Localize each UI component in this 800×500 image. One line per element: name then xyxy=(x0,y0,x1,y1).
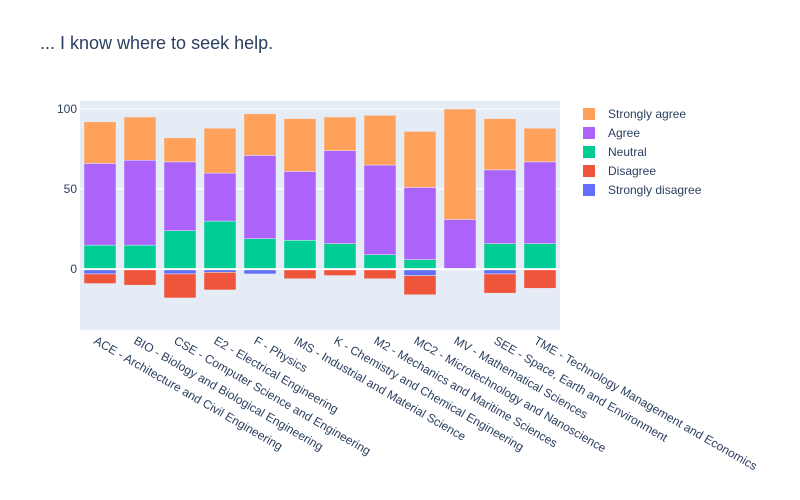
legend-item[interactable]: Neutral xyxy=(583,145,647,159)
bar-segment[interactable] xyxy=(443,108,477,220)
bar-segment[interactable] xyxy=(483,169,517,244)
plot-background xyxy=(80,101,560,330)
legend-swatch xyxy=(583,165,595,177)
bar-segment[interactable] xyxy=(483,118,517,171)
legend-item[interactable]: Disagree xyxy=(583,164,656,178)
bar-segment[interactable] xyxy=(83,244,117,270)
bar-segment[interactable] xyxy=(123,116,157,161)
bar-segment[interactable] xyxy=(363,254,397,270)
bar-segment[interactable] xyxy=(83,163,117,246)
bar-segment[interactable] xyxy=(523,127,557,163)
bar-segment[interactable] xyxy=(323,243,357,270)
legend-label: Disagree xyxy=(608,164,656,178)
bar-segment[interactable] xyxy=(123,268,157,286)
bar-segment[interactable] xyxy=(203,272,237,291)
bar-segment[interactable] xyxy=(203,127,237,174)
bar-segment[interactable] xyxy=(163,273,197,299)
bar-segment[interactable] xyxy=(163,137,197,163)
bar-segment[interactable] xyxy=(323,150,357,244)
bar-segment[interactable] xyxy=(203,220,237,270)
legend-swatch xyxy=(583,108,595,120)
legend-label: Strongly agree xyxy=(608,107,686,121)
bar-segment[interactable] xyxy=(523,243,557,270)
y-tick-layer: 0 50 100 xyxy=(57,102,77,276)
bar-segment[interactable] xyxy=(483,243,517,270)
legend-label: Agree xyxy=(608,126,640,140)
bar-segment[interactable] xyxy=(403,187,437,260)
y-tick-label: 0 xyxy=(70,262,77,276)
legend-swatch xyxy=(583,127,595,139)
bars-layer xyxy=(83,108,557,299)
bar-segment[interactable] xyxy=(283,118,317,172)
bar-segment[interactable] xyxy=(403,131,437,188)
y-tick-label: 50 xyxy=(64,182,78,196)
legend-swatch xyxy=(583,184,595,196)
legend-item[interactable]: Strongly agree xyxy=(583,107,686,121)
bar-segment[interactable] xyxy=(523,161,557,244)
bar-segment[interactable] xyxy=(323,116,357,151)
grid-layer xyxy=(80,108,560,190)
x-tick-layer: ACE - Architecture and Civil Engineering… xyxy=(92,333,760,473)
legend-item[interactable]: Agree xyxy=(583,126,640,140)
y-tick-label: 100 xyxy=(57,102,77,116)
chart-title: ... I know where to seek help. xyxy=(40,33,274,53)
bar-segment[interactable] xyxy=(403,259,437,270)
bar-segment[interactable] xyxy=(363,268,397,280)
bar-segment[interactable] xyxy=(123,244,157,270)
legend-label: Strongly disagree xyxy=(608,183,702,197)
bar-segment[interactable] xyxy=(283,240,317,270)
legend[interactable]: Strongly agree Agree Neutral Disagree Strong… xyxy=(583,107,702,197)
bar-segment[interactable] xyxy=(163,161,197,231)
bar-segment[interactable] xyxy=(83,273,117,284)
bar-segment[interactable] xyxy=(283,171,317,241)
bar-segment[interactable] xyxy=(243,113,277,156)
bar-segment[interactable] xyxy=(203,172,237,222)
bar-segment[interactable] xyxy=(483,273,517,294)
bar-segment[interactable] xyxy=(363,164,397,255)
bar-segment[interactable] xyxy=(163,230,197,270)
legend-label: Neutral xyxy=(608,145,647,159)
bar-segment[interactable] xyxy=(123,160,157,246)
bar-segment[interactable] xyxy=(243,155,277,239)
bar-segment[interactable] xyxy=(83,121,117,164)
bar-segment[interactable] xyxy=(523,268,557,289)
legend-swatch xyxy=(583,146,595,158)
bar-segment[interactable] xyxy=(243,238,277,270)
bar-segment[interactable] xyxy=(283,268,317,280)
bar-segment[interactable] xyxy=(363,115,397,166)
legend-item[interactable]: Strongly disagree xyxy=(583,183,702,197)
bar-segment[interactable] xyxy=(403,275,437,296)
bar-segment[interactable] xyxy=(443,219,477,270)
